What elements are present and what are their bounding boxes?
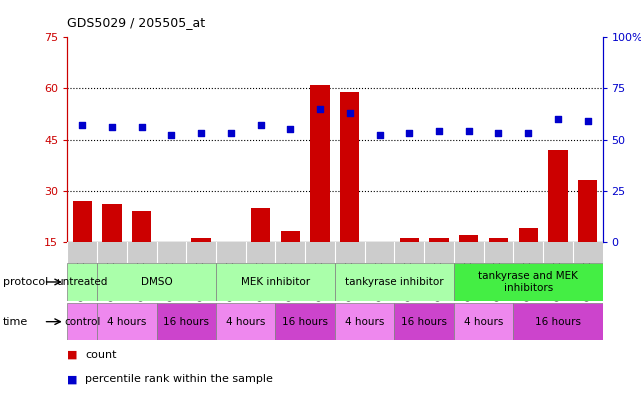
Bar — [513, 242, 543, 263]
Bar — [67, 242, 97, 263]
Bar — [192, 238, 211, 293]
Text: 16 hours: 16 hours — [401, 317, 447, 327]
Bar — [221, 242, 240, 293]
Bar — [513, 303, 603, 340]
Bar — [424, 242, 454, 263]
Bar — [459, 235, 478, 293]
Text: control: control — [64, 317, 101, 327]
Bar — [276, 242, 305, 263]
Text: DMSO: DMSO — [140, 277, 172, 287]
Bar — [251, 208, 271, 293]
Bar — [573, 242, 603, 263]
Bar — [156, 242, 187, 263]
Bar — [310, 85, 329, 293]
Point — [523, 130, 533, 136]
Bar — [394, 303, 454, 340]
Text: 4 hours: 4 hours — [107, 317, 146, 327]
Bar — [72, 201, 92, 293]
Text: 16 hours: 16 hours — [535, 317, 581, 327]
Bar — [103, 204, 122, 293]
Bar — [454, 303, 513, 340]
Bar — [156, 303, 216, 340]
Bar — [454, 242, 483, 263]
Bar — [97, 263, 216, 301]
Bar — [489, 238, 508, 293]
Bar — [335, 242, 365, 263]
Point — [166, 132, 176, 139]
Bar — [394, 242, 424, 263]
Point — [315, 106, 325, 112]
Text: count: count — [85, 350, 117, 360]
Bar — [519, 228, 538, 293]
Bar — [276, 303, 335, 340]
Bar — [340, 92, 360, 293]
Point — [434, 128, 444, 134]
Bar — [335, 303, 394, 340]
Text: percentile rank within the sample: percentile rank within the sample — [85, 375, 273, 384]
Text: GDS5029 / 205505_at: GDS5029 / 205505_at — [67, 16, 205, 29]
Bar — [399, 238, 419, 293]
Bar — [365, 242, 394, 263]
Text: MEK inhibitor: MEK inhibitor — [241, 277, 310, 287]
Text: 4 hours: 4 hours — [464, 317, 503, 327]
Text: untreated: untreated — [56, 277, 108, 287]
Bar — [67, 303, 97, 340]
Bar — [216, 263, 335, 301]
Bar — [543, 242, 573, 263]
Text: ■: ■ — [67, 375, 78, 384]
Text: tankyrase inhibitor: tankyrase inhibitor — [345, 277, 444, 287]
Point — [77, 122, 87, 129]
Bar — [97, 242, 127, 263]
Point — [196, 130, 206, 136]
Point — [463, 128, 474, 134]
Bar — [335, 263, 454, 301]
Point — [107, 124, 117, 130]
Point — [374, 132, 385, 139]
Bar — [187, 242, 216, 263]
Bar — [483, 242, 513, 263]
Point — [137, 124, 147, 130]
Point — [285, 126, 296, 132]
Bar — [370, 242, 389, 293]
Text: 16 hours: 16 hours — [163, 317, 209, 327]
Text: protocol: protocol — [3, 277, 49, 287]
Point — [553, 116, 563, 122]
Point — [345, 110, 355, 116]
Bar — [548, 150, 567, 293]
Bar — [97, 303, 156, 340]
Point — [226, 130, 236, 136]
Point — [583, 118, 593, 124]
Point — [256, 122, 266, 129]
Bar — [216, 242, 246, 263]
Bar — [578, 180, 597, 293]
Text: ■: ■ — [67, 350, 78, 360]
Text: tankyrase and MEK
inhibitors: tankyrase and MEK inhibitors — [478, 271, 578, 293]
Text: time: time — [3, 317, 28, 327]
Bar — [67, 263, 97, 301]
Bar — [216, 303, 276, 340]
Bar — [281, 231, 300, 293]
Point — [404, 130, 414, 136]
Text: 4 hours: 4 hours — [226, 317, 265, 327]
Bar — [305, 242, 335, 263]
Text: 16 hours: 16 hours — [282, 317, 328, 327]
Text: 4 hours: 4 hours — [345, 317, 385, 327]
Bar — [429, 238, 449, 293]
Bar — [127, 242, 156, 263]
Bar — [162, 242, 181, 293]
Point — [494, 130, 504, 136]
Bar — [132, 211, 151, 293]
Bar — [454, 263, 603, 301]
Bar — [246, 242, 276, 263]
